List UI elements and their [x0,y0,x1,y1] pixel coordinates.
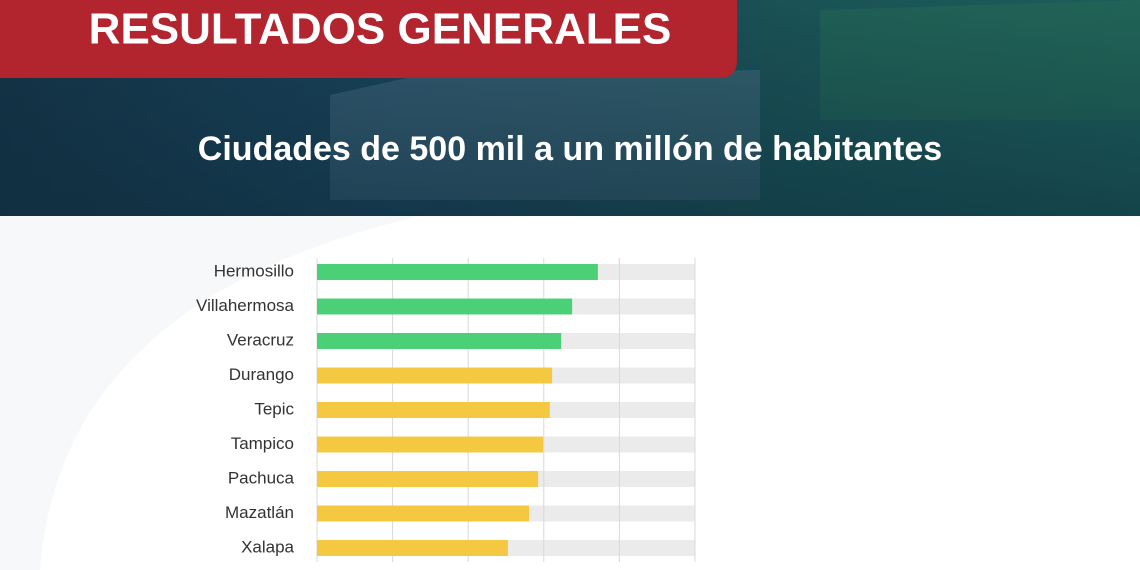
title-banner [0,0,737,78]
category-label: Pachuca [228,468,295,487]
bar [317,264,598,280]
title: RESULTADOS GENERALES [89,5,672,54]
subtitle: Ciudades de 500 mil a un millón de habit… [198,130,942,168]
bar [317,298,573,315]
category-label: Durango [229,365,294,384]
category-label: Xalapa [241,537,294,556]
category-label: Tampico [231,434,294,453]
bar [317,471,539,487]
category-label: Mazatlán [225,503,294,522]
bar [317,436,544,453]
category-label: Veracruz [227,330,294,349]
bar [317,402,550,418]
bar [317,505,530,522]
bar [317,333,562,349]
category-label: Hermosillo [214,261,294,280]
bar [317,367,553,384]
category-label: Tepic [254,399,294,418]
body-curve [40,216,1140,570]
category-label: Villahermosa [196,296,295,315]
bar [317,540,508,556]
